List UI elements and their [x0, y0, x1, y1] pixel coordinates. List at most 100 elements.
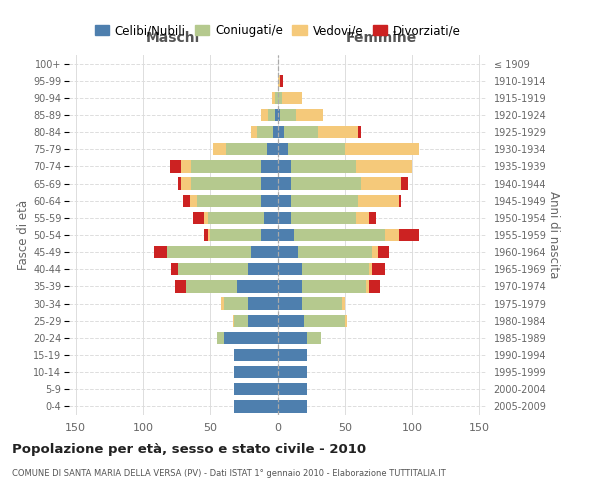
- Bar: [262, 178, 277, 190]
- Bar: [281, 92, 302, 104]
- Bar: [291, 212, 356, 224]
- Bar: [277, 194, 291, 207]
- Bar: [277, 229, 293, 241]
- Text: COMUNE DI SANTA MARIA DELLA VERSA (PV) - Dati ISTAT 1° gennaio 2010 - Elaborazio: COMUNE DI SANTA MARIA DELLA VERSA (PV) -…: [12, 469, 446, 478]
- Bar: [248, 314, 277, 327]
- Bar: [191, 160, 262, 172]
- Bar: [275, 109, 277, 121]
- Bar: [369, 263, 371, 276]
- Bar: [235, 314, 248, 327]
- Bar: [171, 263, 178, 276]
- Bar: [178, 263, 248, 276]
- Bar: [277, 349, 307, 361]
- Bar: [237, 280, 277, 292]
- Bar: [358, 194, 398, 207]
- Bar: [170, 160, 181, 172]
- Bar: [267, 143, 277, 156]
- Bar: [277, 212, 291, 224]
- Bar: [291, 160, 356, 172]
- Bar: [262, 109, 268, 121]
- Bar: [385, 229, 398, 241]
- Bar: [307, 332, 320, 344]
- Bar: [284, 126, 318, 138]
- Bar: [203, 229, 208, 241]
- Bar: [361, 178, 401, 190]
- Bar: [274, 126, 277, 138]
- Bar: [275, 92, 277, 104]
- Bar: [248, 263, 277, 276]
- Bar: [175, 280, 186, 292]
- Bar: [356, 160, 412, 172]
- Bar: [280, 109, 296, 121]
- Bar: [268, 109, 275, 121]
- Text: Maschi: Maschi: [146, 30, 200, 44]
- Bar: [304, 314, 345, 327]
- Bar: [277, 366, 307, 378]
- Bar: [210, 229, 262, 241]
- Bar: [251, 126, 257, 138]
- Bar: [178, 178, 181, 190]
- Bar: [371, 246, 379, 258]
- Bar: [369, 212, 376, 224]
- Bar: [167, 246, 251, 258]
- Bar: [181, 178, 191, 190]
- Bar: [302, 280, 366, 292]
- Bar: [398, 229, 419, 241]
- Bar: [379, 246, 389, 258]
- Bar: [366, 280, 369, 292]
- Bar: [235, 349, 277, 361]
- Bar: [358, 126, 361, 138]
- Text: Femmine: Femmine: [346, 30, 418, 44]
- Bar: [208, 212, 264, 224]
- Bar: [251, 246, 277, 258]
- Bar: [291, 194, 358, 207]
- Bar: [272, 92, 275, 104]
- Bar: [277, 109, 280, 121]
- Bar: [277, 332, 307, 344]
- Bar: [224, 298, 248, 310]
- Bar: [277, 143, 288, 156]
- Bar: [277, 383, 307, 396]
- Bar: [356, 212, 369, 224]
- Bar: [197, 194, 262, 207]
- Bar: [277, 92, 281, 104]
- Bar: [280, 74, 283, 87]
- Bar: [296, 109, 323, 121]
- Bar: [371, 263, 385, 276]
- Bar: [342, 298, 345, 310]
- Bar: [277, 246, 298, 258]
- Bar: [154, 246, 167, 258]
- Bar: [277, 314, 304, 327]
- Bar: [203, 212, 208, 224]
- Bar: [277, 400, 307, 412]
- Bar: [248, 298, 277, 310]
- Bar: [302, 263, 369, 276]
- Bar: [226, 143, 267, 156]
- Bar: [190, 194, 197, 207]
- Bar: [291, 178, 361, 190]
- Bar: [277, 263, 302, 276]
- Y-axis label: Anni di nascita: Anni di nascita: [547, 192, 560, 278]
- Bar: [277, 298, 302, 310]
- Bar: [235, 383, 277, 396]
- Bar: [293, 229, 385, 241]
- Bar: [277, 126, 284, 138]
- Bar: [277, 74, 280, 87]
- Bar: [208, 229, 210, 241]
- Bar: [264, 212, 277, 224]
- Bar: [401, 178, 408, 190]
- Bar: [224, 332, 277, 344]
- Bar: [298, 246, 371, 258]
- Bar: [262, 160, 277, 172]
- Bar: [233, 314, 235, 327]
- Bar: [345, 314, 347, 327]
- Bar: [277, 280, 302, 292]
- Bar: [221, 298, 224, 310]
- Bar: [277, 178, 291, 190]
- Bar: [181, 160, 191, 172]
- Bar: [369, 280, 380, 292]
- Bar: [235, 366, 277, 378]
- Bar: [302, 298, 342, 310]
- Legend: Celibi/Nubili, Coniugati/e, Vedovi/e, Divorziati/e: Celibi/Nubili, Coniugati/e, Vedovi/e, Di…: [90, 20, 465, 42]
- Bar: [262, 229, 277, 241]
